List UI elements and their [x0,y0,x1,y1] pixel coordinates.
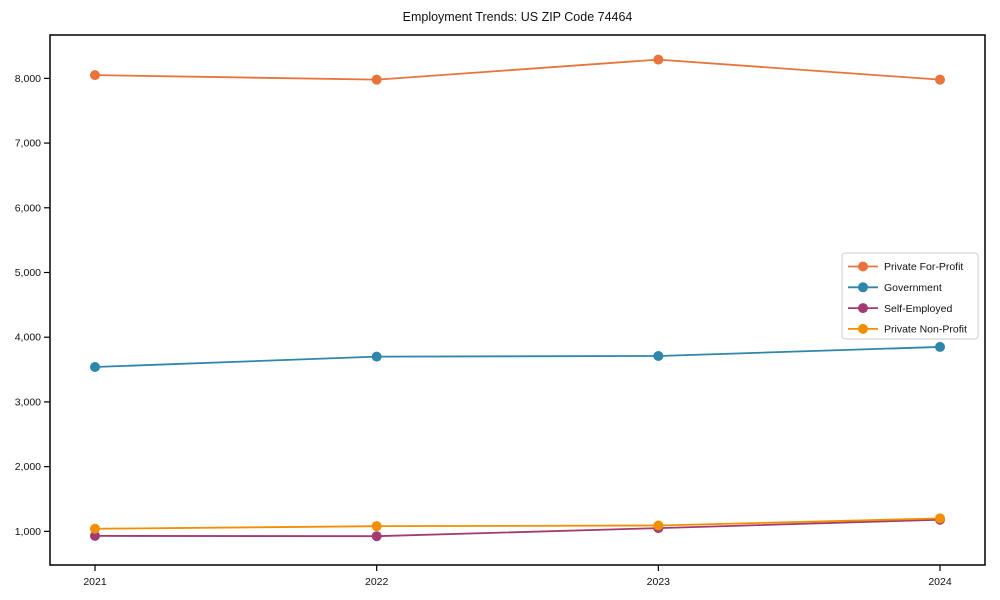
legend-label-self-employed: Self-Employed [884,303,952,315]
series-point-self-employed-2022 [371,531,382,542]
y-tick-label: 2,000 [15,461,41,473]
chart-title: Employment Trends: US ZIP Code 74464 [403,10,633,24]
y-tick-label: 1,000 [15,526,41,538]
y-tick-label: 8,000 [15,73,41,85]
series-point-private-non-profit-2024 [935,513,945,524]
x-tick-label: 2023 [647,576,671,588]
y-tick-label: 3,000 [15,396,41,408]
series-point-self-employed-2021 [90,530,100,541]
series-point-private-non-profit-2021 [90,523,100,534]
legend-box [841,252,979,340]
legend-marker-private-non-profit [858,323,868,334]
y-tick-label: 7,000 [15,138,41,150]
series-point-private-non-profit-2022 [371,521,382,532]
series-line-self-employed [94,518,941,538]
series-point-private-for-profit-2023 [653,54,664,65]
y-tick-label: 6,000 [15,202,41,214]
legend-label-government: Government [884,282,942,294]
y-tick-label: 4,000 [15,332,41,344]
series-point-private-for-profit-2021 [90,70,100,81]
legend-label-private-for-profit: Private For-Profit [884,261,963,273]
legend-marker-self-employed [858,303,868,314]
x-tick-label: 2024 [928,576,952,588]
series-point-private-for-profit-2022 [371,74,382,85]
plot-area [49,34,986,566]
series-point-private-for-profit-2024 [935,74,945,85]
series-point-government-2024 [935,341,945,352]
series-point-government-2023 [653,350,664,361]
legend-marker-government [858,282,868,293]
series-line-private-non-profit [94,517,941,530]
series-line-private-for-profit [94,58,941,81]
legend-label-private-non-profit: Private Non-Profit [884,324,967,336]
series-point-government-2022 [371,351,382,362]
x-tick-label: 2022 [365,576,389,588]
series-line-government [94,346,941,368]
y-tick-label: 5,000 [15,267,41,279]
legend-marker-private-for-profit [858,261,868,272]
series-point-government-2021 [90,361,100,372]
x-tick-label: 2021 [83,576,107,588]
series-point-private-non-profit-2023 [653,520,664,531]
